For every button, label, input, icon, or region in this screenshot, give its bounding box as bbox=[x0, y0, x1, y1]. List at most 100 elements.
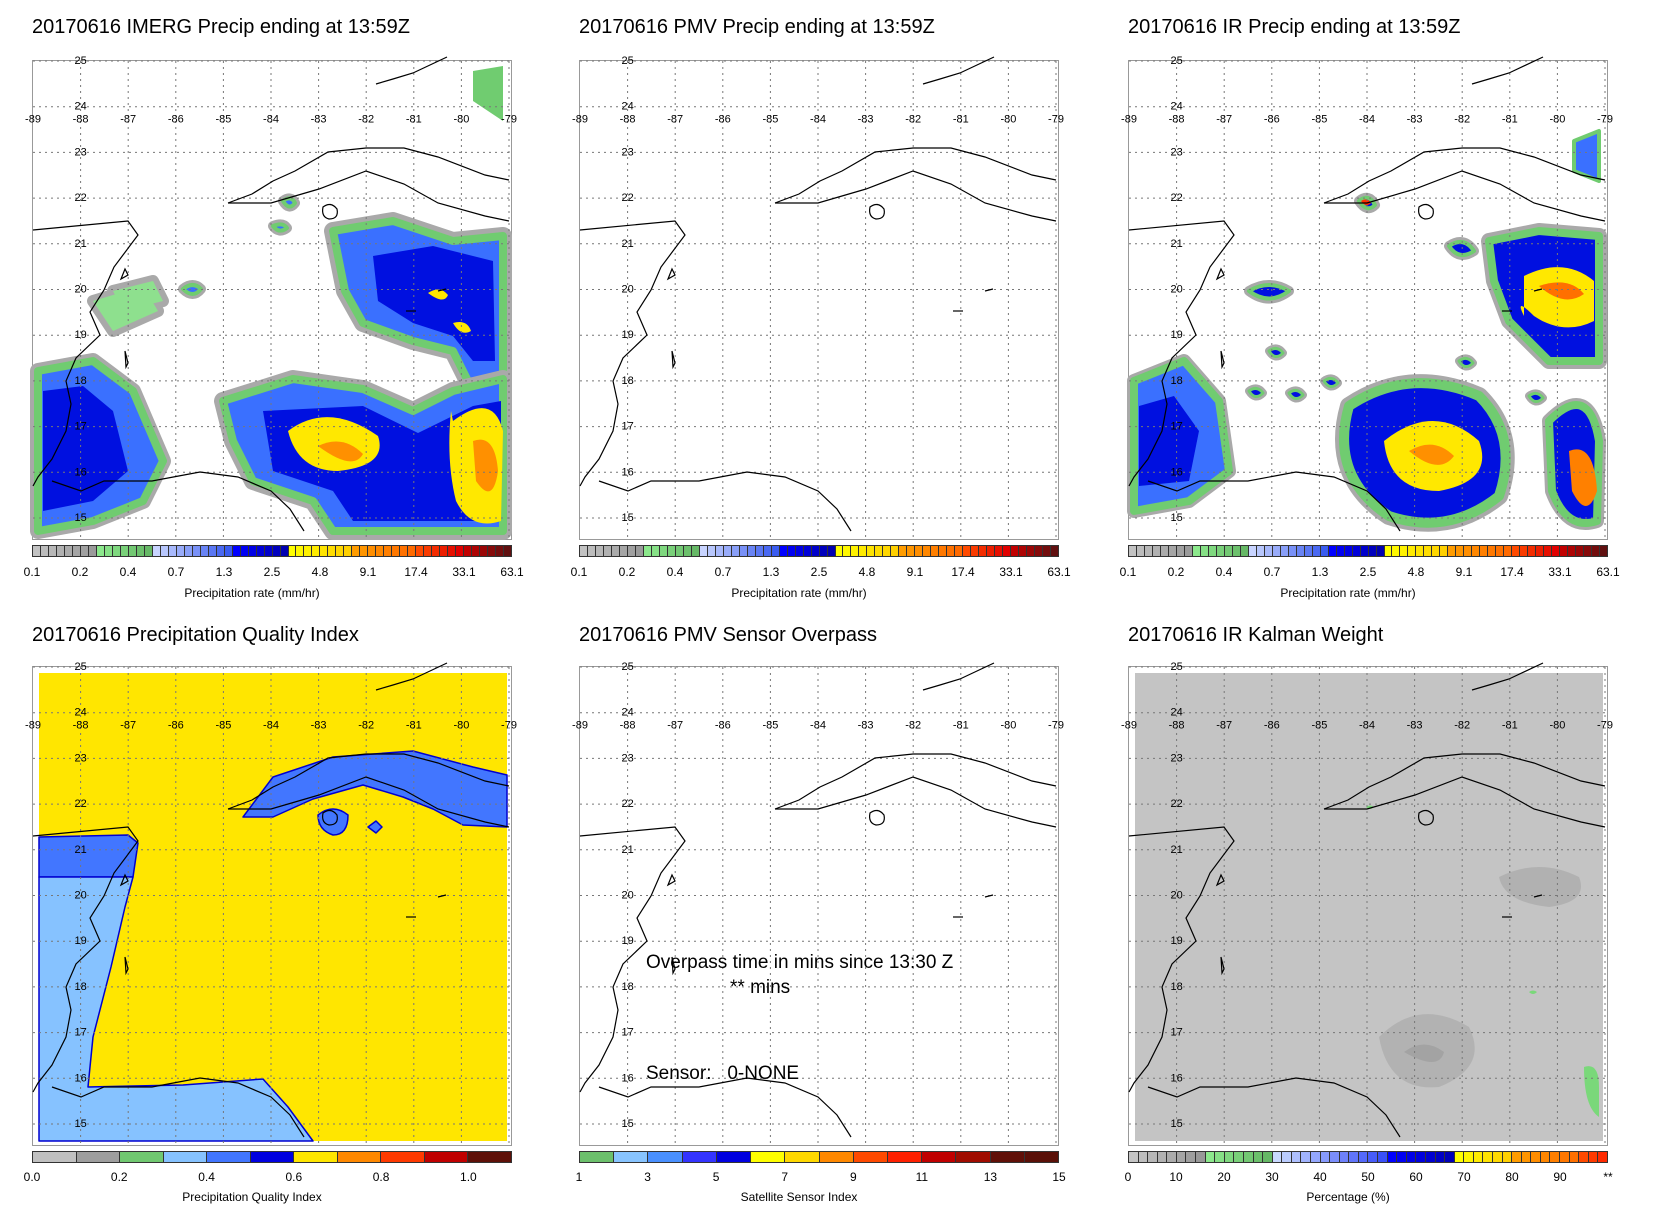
colorbar-cell bbox=[1540, 1152, 1551, 1162]
colorbar-cell bbox=[440, 546, 449, 556]
colorbar-cell bbox=[128, 546, 137, 556]
colorbar-cell bbox=[448, 546, 457, 556]
colorbar-ticks: 1 3 5 7 9 11 13 15 bbox=[575, 1170, 1066, 1184]
coastline bbox=[1220, 956, 1225, 976]
colorbar-cell bbox=[1301, 1152, 1311, 1162]
colorbar-cell bbox=[1378, 1152, 1388, 1162]
precip-area bbox=[93, 281, 163, 331]
colorbar-tick-label: 10 bbox=[1169, 1170, 1183, 1184]
lat-label: 24 bbox=[621, 707, 633, 719]
lat-label: 25 bbox=[74, 661, 86, 673]
colorbar-cell bbox=[1152, 546, 1161, 556]
colorbar-tick-label: 9 bbox=[849, 1170, 857, 1184]
colorbar-cell bbox=[819, 546, 828, 556]
colorbar-cell bbox=[1445, 1152, 1455, 1162]
lon-label: -87 bbox=[120, 720, 136, 732]
lat-label: 18 bbox=[1170, 981, 1182, 993]
lon-label: -81 bbox=[953, 114, 969, 126]
colorbar-cell bbox=[1392, 546, 1401, 556]
colorbar-cell bbox=[240, 546, 249, 556]
colorbar-cell bbox=[603, 546, 612, 556]
colorbar-caption: Precipitation Quality Index bbox=[182, 1190, 322, 1204]
colorbar-cell bbox=[1263, 1152, 1273, 1162]
colorbar-caption: Precipitation rate (mm/hr) bbox=[184, 586, 320, 600]
colorbar-cell bbox=[384, 546, 393, 556]
colorbar-cell bbox=[352, 546, 361, 556]
precip-halo bbox=[178, 193, 300, 299]
lat-label: 21 bbox=[621, 844, 633, 856]
lon-label: -85 bbox=[762, 114, 778, 126]
colorbar-cell bbox=[312, 546, 321, 556]
colorbar-ticks: 0.1 0.2 0.4 0.7 1.3 2.5 4.8 9.1 17.4 33.1 63.1 bbox=[1120, 565, 1620, 579]
colorbar-cell bbox=[184, 546, 193, 556]
lon-label: -83 bbox=[1407, 720, 1423, 732]
colorbar-cell bbox=[424, 1152, 469, 1162]
colorbar-cell bbox=[1167, 1152, 1177, 1162]
colorbar-cell bbox=[33, 1152, 77, 1162]
colorbar-cell bbox=[1003, 546, 1012, 556]
colorbar-caption: Precipitation rate (mm/hr) bbox=[1280, 586, 1416, 600]
colorbar-tick-label: 0.2 bbox=[618, 565, 636, 579]
lat-label: 23 bbox=[1170, 146, 1182, 158]
colorbar-cell bbox=[1550, 1152, 1561, 1162]
colorbar-cell bbox=[1256, 546, 1265, 556]
colorbar-cell bbox=[1598, 1152, 1607, 1162]
colorbar-tick-label: 11 bbox=[915, 1170, 929, 1184]
colorbar-tick-label: 63.1 bbox=[500, 565, 524, 579]
coastline bbox=[124, 350, 129, 370]
colorbar bbox=[32, 545, 512, 557]
precip-heavy bbox=[473, 439, 498, 492]
colorbar-cell bbox=[922, 1152, 957, 1162]
colorbar-cell bbox=[250, 1152, 295, 1162]
colorbar-cell bbox=[614, 1152, 649, 1162]
lon-label: -88 bbox=[620, 114, 636, 126]
coastline bbox=[32, 826, 139, 1093]
colorbar-cell bbox=[294, 1152, 338, 1162]
colorbar-cell bbox=[682, 1152, 717, 1162]
colorbar-cell bbox=[456, 546, 465, 556]
colorbar-tick-label: 1 bbox=[575, 1170, 583, 1184]
lon-label: -82 bbox=[905, 720, 921, 732]
lat-label: 16 bbox=[74, 1072, 86, 1084]
colorbar-tick-label: 0.2 bbox=[1167, 565, 1185, 579]
colorbar-cell bbox=[400, 546, 409, 556]
colorbar-cell bbox=[803, 546, 812, 556]
colorbar-cell bbox=[1512, 1152, 1522, 1162]
lon-label: -82 bbox=[905, 114, 921, 126]
lat-label: 22 bbox=[74, 192, 86, 204]
panel-title: 20170616 Precipitation Quality Index bbox=[32, 624, 359, 646]
colorbar-cell bbox=[1240, 546, 1249, 556]
precip-area bbox=[473, 66, 503, 121]
colorbar-cell bbox=[723, 546, 732, 556]
lat-label: 23 bbox=[74, 146, 86, 158]
colorbar-cell bbox=[1224, 1152, 1235, 1162]
lat-label: 25 bbox=[1170, 55, 1182, 67]
map-canvas: -89 -88 -87 -86 -85 -84 -83 -82 -81 -80 -79 25 24 23 2… bbox=[572, 661, 1064, 1147]
precip-heavy bbox=[1361, 199, 1371, 206]
lon-label: -81 bbox=[406, 720, 422, 732]
colorbar-tick-label: 0.2 bbox=[110, 1170, 128, 1184]
colorbar-cell bbox=[963, 546, 972, 556]
colorbar-cell bbox=[1129, 546, 1137, 556]
colorbar-cell bbox=[648, 1152, 683, 1162]
lon-label: -81 bbox=[406, 114, 422, 126]
precip-area bbox=[1499, 867, 1581, 907]
lon-label: -80 bbox=[1549, 720, 1565, 732]
colorbar-cell bbox=[168, 546, 177, 556]
lon-label: -86 bbox=[1264, 114, 1280, 126]
lon-label: -89 bbox=[25, 720, 41, 732]
colorbar-cell bbox=[64, 546, 73, 556]
colorbar-cell bbox=[200, 546, 209, 556]
colorbar-tick-label: 0.4 bbox=[119, 565, 137, 579]
colorbar-cell bbox=[867, 546, 876, 556]
colorbar-cell bbox=[763, 546, 772, 556]
colorbar-cell bbox=[1296, 546, 1305, 556]
coastline bbox=[775, 170, 1057, 222]
lat-label: 15 bbox=[1170, 512, 1182, 524]
lat-label: 21 bbox=[1170, 844, 1182, 856]
coastline bbox=[51, 1077, 305, 1138]
overpass-value: ** mins bbox=[730, 977, 791, 998]
colorbar-cell bbox=[1192, 546, 1201, 556]
lon-label: -81 bbox=[953, 720, 969, 732]
colorbar-ticks: 0.0 0.2 0.4 0.6 0.8 1.0 bbox=[24, 1170, 512, 1184]
